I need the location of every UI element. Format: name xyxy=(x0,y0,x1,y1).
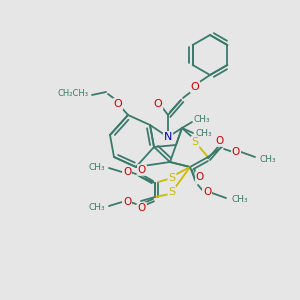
Text: CH₃: CH₃ xyxy=(88,163,105,172)
Text: CH₃: CH₃ xyxy=(260,154,277,164)
Text: O: O xyxy=(123,197,131,207)
Text: O: O xyxy=(114,99,122,109)
Text: CH₃: CH₃ xyxy=(88,202,105,211)
Text: O: O xyxy=(123,167,131,177)
Text: O: O xyxy=(138,203,146,213)
Text: O: O xyxy=(203,187,211,197)
Text: O: O xyxy=(216,136,224,146)
Text: O: O xyxy=(154,99,162,109)
Text: CH₃: CH₃ xyxy=(194,116,211,124)
Text: S: S xyxy=(168,187,175,197)
Text: O: O xyxy=(196,172,204,182)
Text: N: N xyxy=(164,132,172,142)
Text: O: O xyxy=(232,147,240,157)
Text: CH₃: CH₃ xyxy=(196,130,213,139)
Text: S: S xyxy=(168,173,175,183)
Text: O: O xyxy=(190,82,200,92)
Text: S: S xyxy=(191,137,199,147)
Text: O: O xyxy=(138,165,146,175)
Text: CH₃: CH₃ xyxy=(231,196,247,205)
Text: CH₂CH₃: CH₂CH₃ xyxy=(57,88,88,98)
